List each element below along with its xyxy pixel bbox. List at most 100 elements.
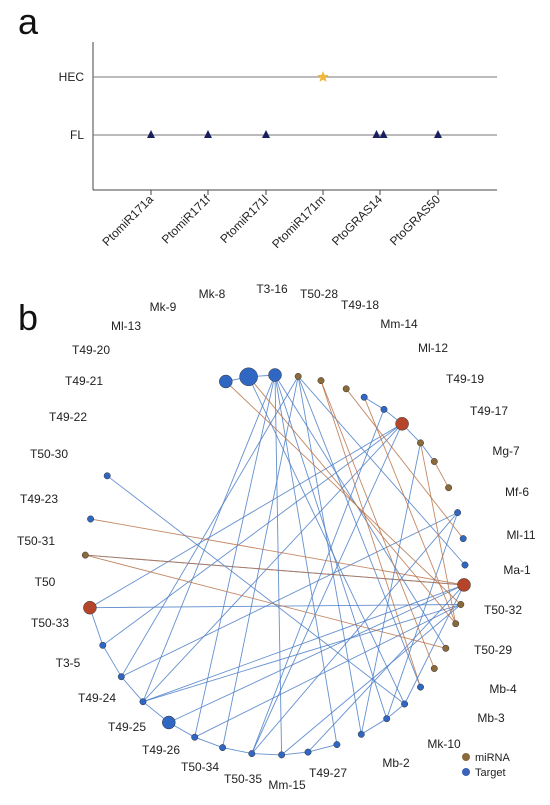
target-edge xyxy=(89,423,403,609)
target-edge xyxy=(222,747,252,755)
network-legend: miRNA Target xyxy=(462,752,510,779)
mirna-node xyxy=(430,458,438,465)
node-label: Mk-10 xyxy=(427,737,461,751)
triangle-marker xyxy=(204,130,212,138)
panel-b-letter: b xyxy=(18,297,38,338)
node-label: T50-35 xyxy=(224,772,262,786)
node-label: T49-21 xyxy=(65,374,103,388)
mirna-edge xyxy=(363,397,457,624)
mirna-node xyxy=(452,620,460,628)
target-edge xyxy=(251,512,458,754)
mirna-node xyxy=(457,578,471,592)
target-edge xyxy=(297,376,421,688)
target-node xyxy=(333,741,341,749)
node-label: T49-27 xyxy=(309,766,347,780)
target-edge xyxy=(120,676,144,702)
node-label: T50-34 xyxy=(181,760,219,774)
row-label: FL xyxy=(70,128,84,142)
mirna-node xyxy=(442,644,450,652)
legend-mirna-marker xyxy=(462,753,470,761)
target-edge xyxy=(89,604,461,609)
mirna-edge xyxy=(85,554,465,586)
node-label: T49-25 xyxy=(108,720,146,734)
node-label: Mg-7 xyxy=(492,444,520,458)
triangle-marker xyxy=(372,130,381,138)
node-label: Mk-8 xyxy=(199,287,226,301)
node-label: Ml-13 xyxy=(111,319,141,333)
target-node xyxy=(459,535,467,543)
mirna-edge xyxy=(320,380,421,688)
node-label: T50-30 xyxy=(30,447,68,461)
node-label: T50-29 xyxy=(474,643,512,657)
target-edge xyxy=(307,744,338,753)
target-edge xyxy=(102,423,403,646)
mirna-edge xyxy=(85,554,446,649)
target-node xyxy=(357,730,365,738)
target-edge xyxy=(102,645,122,677)
panel-a-dot-plot: HEC FL PtomiR171a PtomiR171f PtomiR171lPtomi… xyxy=(59,42,497,251)
target-edge xyxy=(274,374,283,755)
target-node xyxy=(461,561,469,569)
node-label: T50-33 xyxy=(31,616,69,630)
panel-a-letter: a xyxy=(18,1,39,42)
node-label: T49-26 xyxy=(142,743,180,757)
target-edge xyxy=(251,753,282,756)
x-tick-label: PtomiR171m xyxy=(269,192,328,251)
target-edge xyxy=(248,376,406,705)
mirna-edge xyxy=(248,376,457,624)
node-label: T50-28 xyxy=(300,287,338,301)
mirna-node xyxy=(81,551,89,559)
node-label: T49-19 xyxy=(446,372,484,386)
mirna-edge xyxy=(225,381,462,605)
target-node xyxy=(278,751,286,759)
node-label: T49-22 xyxy=(49,410,87,424)
target-edge xyxy=(274,374,338,745)
target-node xyxy=(117,673,125,681)
mirna-edge xyxy=(320,380,435,669)
target-node xyxy=(239,367,258,387)
target-node xyxy=(219,374,233,389)
mirna-node xyxy=(342,385,350,393)
node-label: T50-31 xyxy=(17,534,55,548)
star-marker xyxy=(317,71,329,82)
node-label: Mf-6 xyxy=(505,485,529,499)
target-edge xyxy=(142,584,465,703)
triangle-marker xyxy=(379,130,388,138)
target-node xyxy=(360,393,368,401)
node-label: Mm-14 xyxy=(380,317,418,331)
node-label: T49-20 xyxy=(72,343,110,357)
target-edge xyxy=(194,604,462,738)
x-tick-label: PtoGRAS14 xyxy=(329,192,385,248)
node-label: Ml-12 xyxy=(418,341,448,355)
target-edge xyxy=(297,376,466,566)
target-node xyxy=(454,509,462,517)
legend-mirna-label: miRNA xyxy=(475,752,510,764)
legend-target-label: Target xyxy=(475,767,506,779)
mirna-node xyxy=(430,665,438,672)
target-node xyxy=(87,515,95,523)
target-edge xyxy=(420,442,435,462)
target-edge xyxy=(281,604,462,756)
node-label: Mb-2 xyxy=(382,756,410,770)
target-edge xyxy=(194,374,276,738)
node-label: T3-16 xyxy=(256,282,288,296)
target-edge xyxy=(363,396,385,410)
row-label: HEC xyxy=(59,70,85,84)
triangle-marker xyxy=(262,130,270,138)
mirna-node xyxy=(317,377,325,385)
x-tick-label: PtomiR171f xyxy=(159,192,214,247)
target-edge xyxy=(307,584,465,753)
target-node xyxy=(191,733,199,741)
mirna-node xyxy=(294,372,302,380)
target-node xyxy=(248,750,256,758)
x-tick-label: PtomiR171l xyxy=(217,192,271,246)
mirna-node xyxy=(445,484,453,492)
target-node xyxy=(417,683,424,691)
network-edges xyxy=(85,374,466,756)
target-node xyxy=(268,368,282,382)
node-label: T49-24 xyxy=(78,691,116,705)
target-edge xyxy=(274,374,447,649)
node-label: Mb-4 xyxy=(489,682,517,696)
target-edge xyxy=(121,512,458,678)
